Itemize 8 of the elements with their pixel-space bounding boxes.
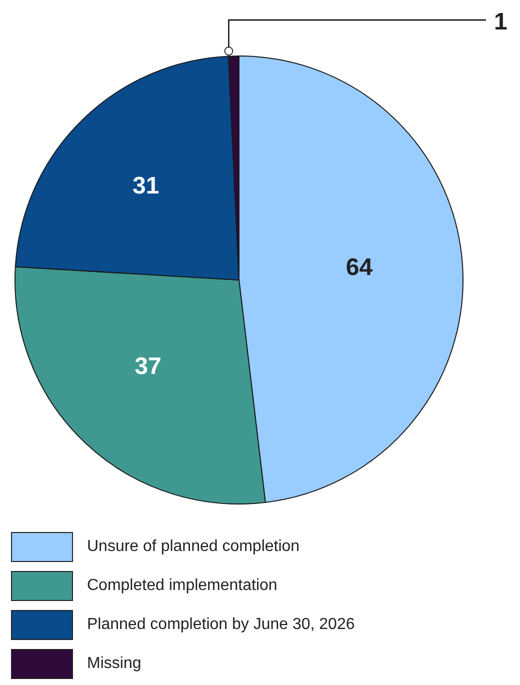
data-label: 1 — [494, 8, 508, 36]
legend-label: Unsure of planned completion — [87, 538, 300, 556]
legend-label: Completed implementation — [87, 577, 278, 595]
data-label: 64 — [346, 254, 374, 282]
legend-label: Missing — [87, 655, 142, 673]
legend-label: Planned completion by June 30, 2026 — [87, 616, 355, 634]
data-label: 31 — [132, 172, 160, 200]
data-label: 37 — [134, 352, 162, 380]
